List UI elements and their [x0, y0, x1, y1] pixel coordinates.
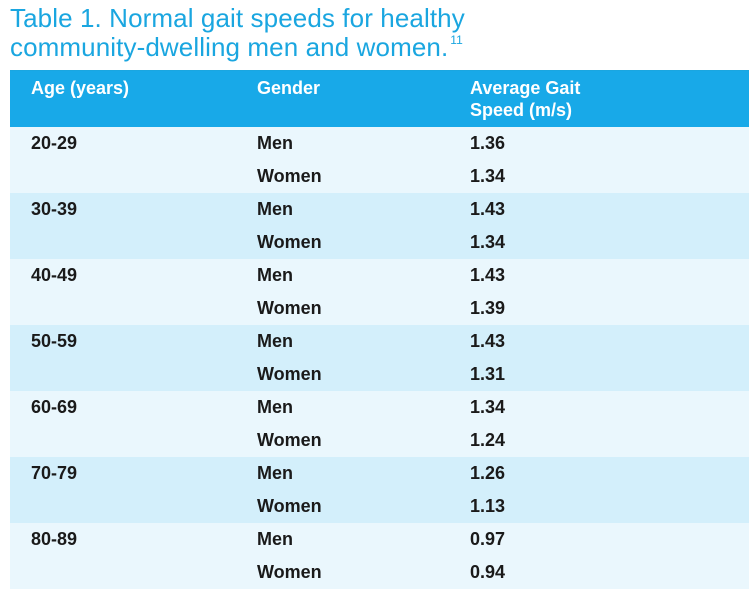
- table-group: 30-39 Men 1.43 Women 1.34: [10, 193, 749, 259]
- table-group: 40-49 Men 1.43 Women 1.39: [10, 259, 749, 325]
- speed-cell: 1.43: [470, 331, 506, 351]
- age-cell: 20-29: [31, 133, 78, 153]
- speed-cell: 1.36: [470, 133, 506, 153]
- gender-cell: Men: [257, 331, 293, 351]
- gender-cell: Women: [257, 562, 322, 582]
- speed-cell: 1.43: [470, 199, 506, 219]
- age-cell: 40-49: [31, 265, 78, 285]
- table-row: Men 1.34: [10, 391, 749, 424]
- table-title-line2-text: community-dwelling men and women.: [10, 32, 449, 62]
- table-row: Women 0.94: [10, 556, 749, 589]
- table-group: 80-89 Men 0.97 Women 0.94: [10, 523, 749, 589]
- speed-cell: 1.26: [470, 463, 506, 483]
- age-cell: 30-39: [31, 199, 78, 219]
- table-group: 50-59 Men 1.43 Women 1.31: [10, 325, 749, 391]
- table-row: Men 1.43: [10, 193, 749, 226]
- header-speed: Average Gait Speed (m/s): [470, 77, 580, 121]
- gender-cell: Women: [257, 232, 322, 252]
- table-title-line2: community-dwelling men and women. 11: [10, 33, 730, 62]
- gender-cell: Men: [257, 133, 293, 153]
- speed-cell: 1.24: [470, 430, 506, 450]
- table-row: Women 1.31: [10, 358, 749, 391]
- header-speed-line2: Speed (m/s): [470, 100, 573, 120]
- gender-cell: Women: [257, 496, 322, 516]
- speed-cell: 1.13: [470, 496, 506, 516]
- age-cell: 80-89: [31, 529, 78, 549]
- age-cell: 70-79: [31, 463, 78, 483]
- gender-cell: Men: [257, 529, 293, 549]
- table-title: Table 1. Normal gait speeds for healthy …: [10, 4, 730, 62]
- table-row: Women 1.24: [10, 424, 749, 457]
- header-speed-line1: Average Gait: [470, 78, 581, 98]
- gender-cell: Women: [257, 430, 322, 450]
- reference-superscript: 11: [450, 33, 463, 48]
- gender-cell: Women: [257, 364, 322, 384]
- table-header: Age (years) Gender Average Gait Speed (m…: [10, 71, 749, 127]
- table-title-line1: Table 1. Normal gait speeds for healthy: [10, 3, 465, 33]
- table-body: 20-29 Men 1.36 Women 1.34 30-39 Men 1.43 Women 1.…: [10, 127, 749, 589]
- speed-cell: 0.94: [470, 562, 506, 582]
- header-gender: Gender: [257, 78, 321, 98]
- table-row: Women 1.34: [10, 160, 749, 193]
- speed-cell: 1.43: [470, 265, 506, 285]
- table-row: Women 1.13: [10, 490, 749, 523]
- table-group: 60-69 Men 1.34 Women 1.24: [10, 391, 749, 457]
- gender-cell: Men: [257, 265, 293, 285]
- table-group: 20-29 Men 1.36 Women 1.34: [10, 127, 749, 193]
- gender-cell: Men: [257, 199, 293, 219]
- table-row: Men 1.26: [10, 457, 749, 490]
- gender-cell: Men: [257, 463, 293, 483]
- table-row: Men 0.97: [10, 523, 749, 556]
- gender-cell: Men: [257, 397, 293, 417]
- table-group: 70-79 Men 1.26 Women 1.13: [10, 457, 749, 523]
- speed-cell: 0.97: [470, 529, 506, 549]
- speed-cell: 1.31: [470, 364, 506, 384]
- speed-cell: 1.39: [470, 298, 506, 318]
- gender-cell: Women: [257, 166, 322, 186]
- speed-cell: 1.34: [470, 166, 506, 186]
- header-age: Age (years): [31, 78, 130, 98]
- gender-cell: Women: [257, 298, 322, 318]
- table-row: Men 1.36: [10, 127, 749, 160]
- speed-cell: 1.34: [470, 397, 506, 417]
- speed-cell: 1.34: [470, 232, 506, 252]
- gait-speed-table: Age (years) Gender Average Gait Speed (m…: [10, 70, 749, 589]
- table-row: Women 1.39: [10, 292, 749, 325]
- age-cell: 50-59: [31, 331, 78, 351]
- table-row: Women 1.34: [10, 226, 749, 259]
- table-row: Men 1.43: [10, 259, 749, 292]
- age-cell: 60-69: [31, 397, 78, 417]
- table-row: Men 1.43: [10, 325, 749, 358]
